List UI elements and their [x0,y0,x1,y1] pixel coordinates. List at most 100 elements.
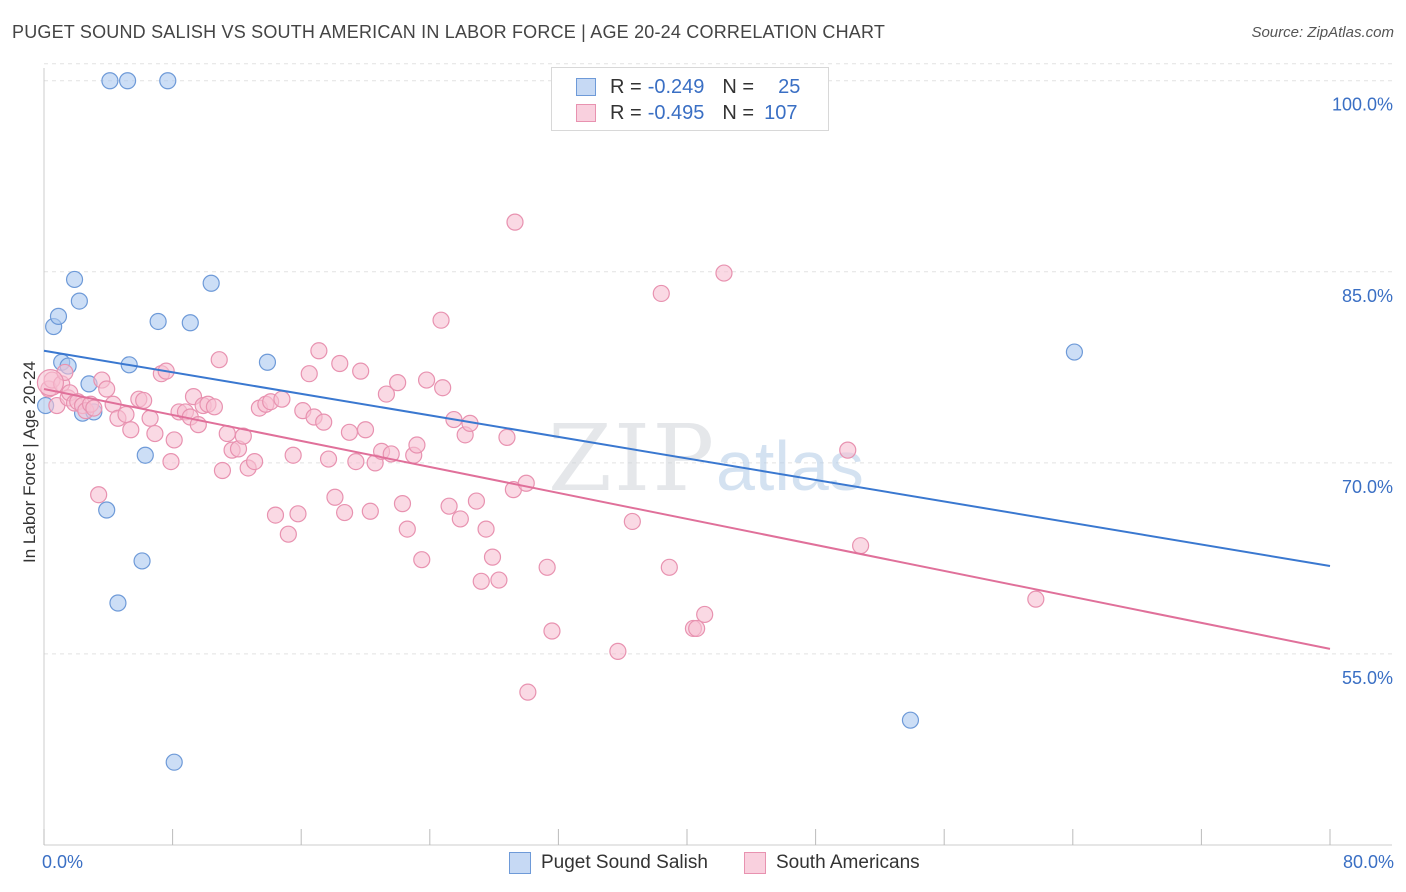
south-american-point [210,351,228,369]
legend-row-puget: R = -0.249 N = 25 [576,74,800,100]
puget-point [70,292,88,310]
south-american-point [213,461,232,480]
watermark: ZIP atlas [548,405,864,512]
x-tick-max: 80.0% [1342,852,1394,872]
south-american-point [162,452,180,471]
south-american-point [135,391,153,410]
y-tick-label: 70.0% [1342,477,1393,497]
legend-label: Puget Sound Salish [541,852,708,873]
south-american-point [498,428,516,446]
legend-swatch-pink [744,852,766,874]
south-american-point [432,311,450,329]
south-american-point [90,486,108,504]
south-american-point [326,488,344,506]
puget-point [159,72,177,90]
south-american-point [483,548,502,566]
legend-swatch-pink [576,104,596,122]
south-american-point [506,213,524,231]
puget-point [202,274,220,292]
y-tick-labels: 55.0% 70.0% 85.0% 100.0% [1332,95,1393,688]
south-american-point [315,413,333,431]
puget-point [65,270,84,289]
x-tick-min: 0.0% [42,852,84,872]
south-american-point [98,380,116,398]
puget-point [1065,343,1084,361]
south-american-point [417,371,436,389]
south-american-point [393,495,412,513]
south-american-point [517,474,535,492]
south-american-point [389,374,407,392]
legend-item-south: South Americans [744,852,920,874]
south-american-point [408,436,426,454]
puget-point [258,353,277,371]
south-american-point [1027,590,1045,608]
puget-point [133,552,151,570]
south-american-point [205,398,223,416]
puget-point [49,307,68,325]
south-american-point [434,379,452,397]
south-american-point [543,622,561,640]
source-label: Source: ZipAtlas.com [1251,24,1394,41]
legend-swatch-blue [509,852,531,874]
south-american-point [352,362,370,380]
legend-label: South Americans [776,852,920,873]
y-tick-label: 100.0% [1332,95,1393,115]
y-axis-label: In Labor Force | Age 20-24 [20,361,39,563]
trend-line-puget [43,349,1331,568]
south-american-point [609,642,627,660]
puget-point [136,446,154,464]
puget-point [118,72,137,90]
legend-item-puget: Puget Sound Salish [509,852,708,874]
south-american-point [146,424,164,443]
south-american-point [839,441,857,459]
trend-line-south-american [43,388,1331,650]
south-american-point [413,551,431,569]
south-american-point-cluster [36,369,65,397]
stats-legend: R = -0.249 N = 25 R = -0.495 N = 107 [551,67,829,131]
legend-n-label: N = [722,75,755,98]
legend-n-label: N = [722,101,755,124]
south-american-point [340,423,359,441]
south-american-point [85,399,103,417]
puget-point [101,72,119,90]
legend-r-label: R = [610,75,642,98]
south-american-point [356,421,375,439]
legend-n-value: 25 [778,75,801,98]
south-american-point [234,427,252,445]
south-american-point [519,683,537,701]
south-american-point [477,520,495,538]
south-american-point [347,452,365,471]
legend-row-south: R = -0.495 N = 107 [576,100,797,126]
grid-lines [44,63,1392,655]
legend-r-value: -0.249 [647,75,705,98]
legend-swatch-blue [576,78,596,96]
puget-point [165,753,183,771]
south-american-point [467,492,486,510]
south-american-point [245,452,264,471]
south-american-point [310,342,328,360]
series-south-american-point [40,213,1045,701]
y-tick-label: 55.0% [1342,668,1393,688]
south-american-point [331,354,349,373]
watermark-atlas: atlas [716,427,864,505]
puget-point [181,314,199,332]
south-american-point [652,284,670,303]
trend-lines [43,349,1331,650]
south-american-point [319,450,338,468]
south-american-point [141,409,159,427]
south-american-point [623,512,641,531]
south-american-point [472,572,490,590]
south-american-point [852,537,870,555]
south-american-point [117,405,135,424]
south-american-point [377,385,395,403]
south-american-point [122,421,140,439]
y-tick-label: 85.0% [1342,286,1393,306]
south-american-point [490,571,508,589]
legend-r-value: -0.495 [647,101,705,124]
south-american-point [279,525,297,543]
south-american-point [284,446,302,464]
south-american-point [336,503,354,522]
legend-n-value: 107 [764,101,798,124]
south-american-point [165,431,183,449]
